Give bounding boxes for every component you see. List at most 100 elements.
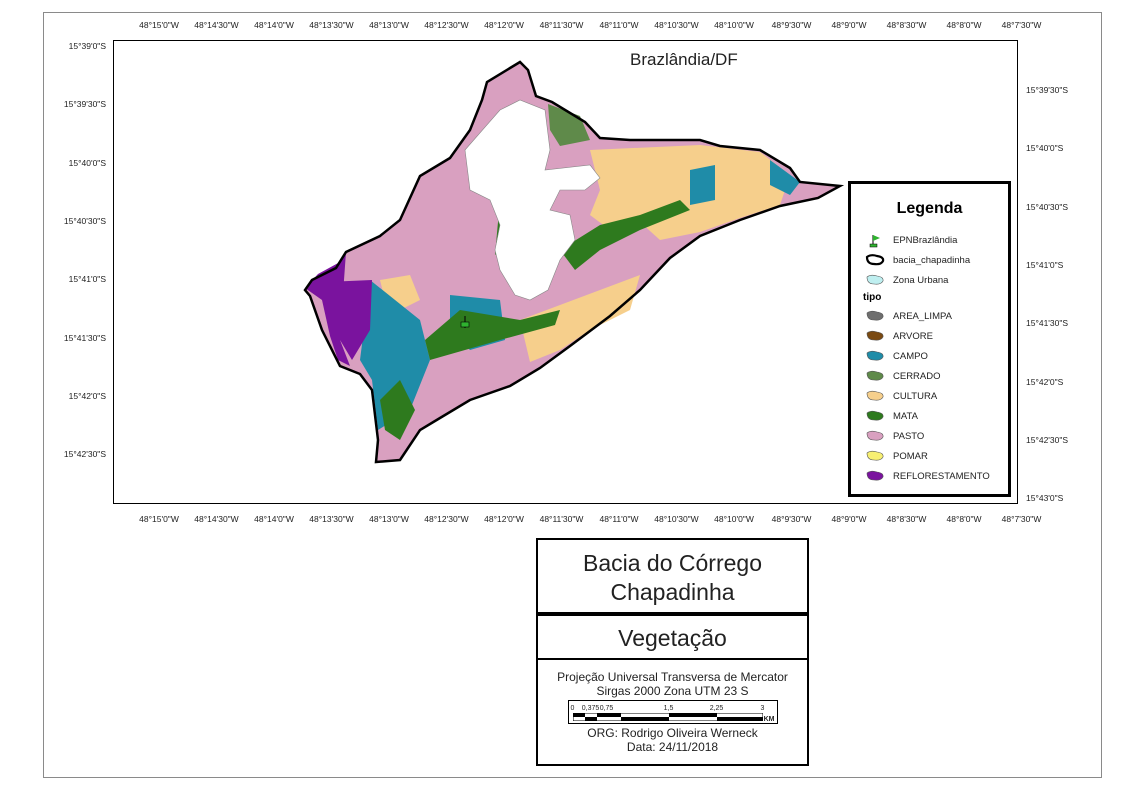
urban-zone	[464, 99, 601, 301]
left-tick-label: 15°40'30"S	[63, 215, 106, 226]
title-box: Bacia do Córrego Chapadinha	[536, 538, 809, 614]
org-line: ORG: Rodrigo Oliveira Werneck	[587, 726, 758, 740]
legend-item-label: Zona Urbana	[893, 274, 949, 286]
scale-label: 2,25	[709, 705, 724, 712]
bottom-tick-label: 48°8'30"W	[886, 514, 927, 524]
bottom-tick-label: 48°10'0"W	[714, 514, 754, 524]
polygon-icon	[865, 310, 885, 322]
projection-line-1: Projeção Universal Transversa de Mercato…	[557, 670, 788, 684]
polygon-icon	[865, 274, 885, 286]
right-tick-label: 15°43'0"S	[1026, 493, 1064, 504]
legend-item-label: POMAR	[893, 450, 928, 462]
map-sheet	[43, 12, 1102, 778]
left-tick-label: 15°42'30"S	[63, 449, 106, 460]
top-tick-label: 48°13'0"W	[369, 20, 409, 30]
epn-flag-icon	[460, 316, 470, 328]
top-tick-label: 48°11'30"W	[539, 20, 584, 30]
legend-item: CERRADO	[865, 368, 941, 384]
subtitle-box: Vegetação	[536, 614, 809, 660]
mata-strips-3	[560, 200, 690, 270]
scale-unit: KM	[763, 716, 775, 723]
legend-item: Zona Urbana	[865, 272, 948, 288]
bottom-tick-label: 48°14'30"W	[194, 514, 239, 524]
outline-icon	[865, 254, 885, 266]
mata-strips-4	[380, 380, 415, 440]
bottom-tick-label: 48°14'0"W	[254, 514, 294, 524]
cerrado-patch	[548, 104, 590, 146]
legend-item-label: CERRADO	[893, 370, 941, 382]
right-tick-label: 15°41'30"S	[1026, 318, 1069, 329]
top-tick-label: 48°8'30"W	[886, 20, 927, 30]
legend-item: PASTO	[865, 428, 924, 444]
legend-item-label: ARVORE	[893, 330, 933, 342]
legend-item: POMAR	[865, 448, 928, 464]
right-tick-label: 15°42'0"S	[1026, 376, 1064, 387]
scale-bar-graphic	[572, 713, 763, 721]
bottom-tick-label: 48°15'0"W	[139, 514, 179, 524]
bottom-tick-label: 48°11'0"W	[599, 514, 639, 524]
flag-icon	[865, 234, 885, 248]
bottom-tick-label: 48°9'30"W	[771, 514, 812, 524]
basin-outline	[303, 60, 845, 464]
right-tick-label: 15°41'0"S	[1026, 259, 1064, 270]
projection-line-2: Sirgas 2000 Zona UTM 23 S	[596, 684, 749, 698]
polygon-icon	[865, 450, 885, 462]
top-tick-label: 48°7'30"W	[1001, 20, 1042, 30]
left-tick-label: 15°41'30"S	[63, 332, 106, 343]
basin-landcover	[303, 60, 845, 464]
campo-patches-2	[360, 280, 430, 430]
left-tick-label: 15°42'0"S	[68, 390, 106, 401]
left-tick-label: 15°39'0"S	[68, 41, 106, 51]
bottom-tick-label: 48°9'0"W	[831, 514, 867, 524]
scale-label: 0,75	[599, 705, 614, 712]
subtitle-text: Vegetação	[618, 625, 727, 651]
polygon-icon	[865, 470, 885, 482]
title-line-2: Chapadinha	[610, 579, 735, 605]
bottom-tick-label: 48°10'30"W	[654, 514, 699, 524]
legend-item-label: REFLORESTAMENTO	[893, 470, 990, 482]
top-tick-label: 48°11'0"W	[599, 20, 639, 30]
polygon-icon	[865, 330, 885, 342]
left-tick-label: 15°40'0"S	[68, 157, 106, 168]
legend-item-label: AREA_LIMPA	[893, 310, 952, 322]
map-title: Brazlândia/DF	[630, 50, 738, 69]
date-line: Data: 24/11/2018	[626, 740, 719, 754]
bottom-tick-label: 48°13'30"W	[309, 514, 354, 524]
right-tick-label: 15°40'0"S	[1026, 143, 1064, 154]
top-tick-label: 48°13'30"W	[309, 20, 354, 30]
scale-bar: 0 0,375 0,75 1,5 2,25 3 KM	[567, 700, 778, 724]
legend-item: CAMPO	[865, 348, 928, 364]
top-tick-label: 48°14'30"W	[194, 20, 239, 30]
top-tick-label: 48°15'0"W	[139, 20, 179, 30]
right-tick-label: 15°39'30"S	[1026, 85, 1069, 95]
legend-item-label: CULTURA	[893, 390, 938, 402]
top-tick-label: 48°9'0"W	[831, 20, 867, 30]
legend-item-label: CAMPO	[893, 350, 928, 362]
bottom-tick-label: 48°13'0"W	[369, 514, 409, 524]
scale-label: 3	[760, 705, 765, 712]
info-box: Projeção Universal Transversa de Mercato…	[536, 658, 809, 766]
top-tick-label: 48°12'30"W	[424, 20, 469, 30]
legend-category-heading: tipo	[863, 292, 882, 303]
scale-label: 0,375	[581, 705, 600, 712]
bottom-tick-label: 48°12'30"W	[424, 514, 469, 524]
campo-patches-5	[690, 165, 715, 205]
polygon-icon	[865, 390, 885, 402]
top-tick-label: 48°12'0"W	[484, 20, 524, 30]
legend-item: bacia_chapadinha	[865, 252, 970, 268]
legend-item: REFLORESTAMENTO	[865, 468, 990, 484]
legend-item: EPNBrazlândia	[865, 232, 957, 248]
legend-item-label: bacia_chapadinha	[893, 254, 971, 266]
left-tick-label: 15°41'0"S	[68, 274, 106, 285]
top-tick-label: 48°14'0"W	[254, 20, 294, 30]
bottom-tick-label: 48°8'0"W	[946, 514, 982, 524]
legend-item-label: EPNBrazlândia	[893, 234, 958, 246]
legend-item: MATA	[865, 408, 918, 424]
bottom-tick-label: 48°7'30"W	[1001, 514, 1042, 524]
right-tick-label: 15°42'30"S	[1026, 434, 1069, 445]
polygon-icon	[865, 410, 885, 422]
top-tick-label: 48°8'0"W	[946, 20, 982, 30]
title-line-1: Bacia do Córrego	[583, 550, 762, 576]
campo-patches-4	[770, 160, 800, 195]
